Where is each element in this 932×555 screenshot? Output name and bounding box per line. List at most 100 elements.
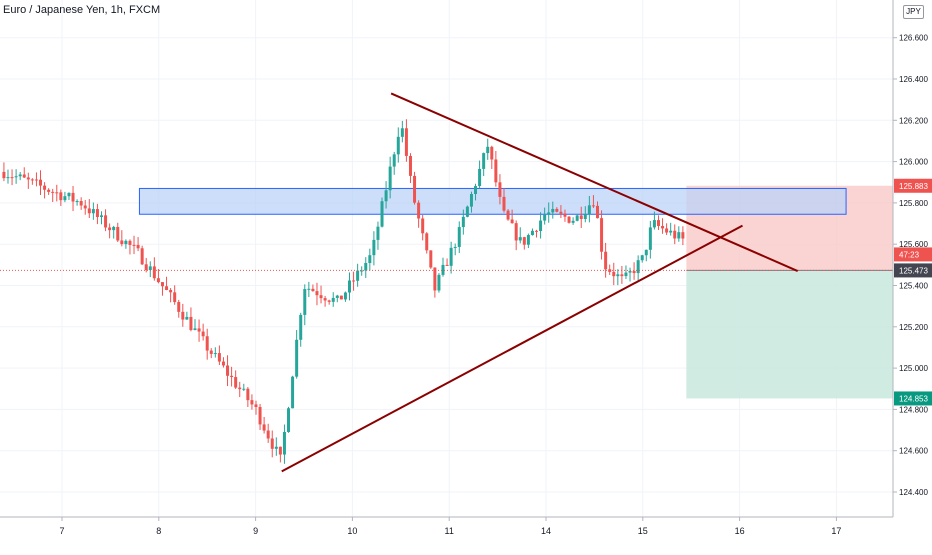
bear-candle[interactable] <box>79 197 83 210</box>
bull-candle[interactable] <box>518 227 522 244</box>
bull-candle[interactable] <box>486 138 490 160</box>
bear-candle[interactable] <box>234 370 238 389</box>
bear-candle[interactable] <box>417 200 421 228</box>
bull-candle[interactable] <box>242 383 246 392</box>
bear-candle[interactable] <box>238 381 242 398</box>
bear-candle[interactable] <box>604 242 608 278</box>
bull-candle[interactable] <box>478 160 482 189</box>
bear-candle[interactable] <box>339 295 343 300</box>
bear-candle[interactable] <box>160 282 164 296</box>
bear-candle[interactable] <box>522 236 526 250</box>
bear-candle[interactable] <box>632 262 636 280</box>
bear-candle[interactable] <box>421 214 425 241</box>
bull-candle[interactable] <box>547 202 551 223</box>
bull-candle[interactable] <box>380 197 384 228</box>
bull-candle[interactable] <box>295 330 299 379</box>
bear-candle[interactable] <box>433 267 437 298</box>
bull-candle[interactable] <box>63 191 67 203</box>
bull-candle[interactable] <box>335 294 339 303</box>
bear-candle[interactable] <box>612 262 616 286</box>
bear-candle[interactable] <box>498 174 502 205</box>
bear-candle[interactable] <box>681 226 685 246</box>
bull-candle[interactable] <box>453 243 457 256</box>
bull-candle[interactable] <box>213 347 217 358</box>
bull-candle[interactable] <box>18 172 22 181</box>
reward-area[interactable] <box>686 270 932 399</box>
bull-candle[interactable] <box>6 169 10 184</box>
bull-candle[interactable] <box>299 312 303 347</box>
bear-candle[interactable] <box>10 169 14 186</box>
bull-candle[interactable] <box>124 239 128 249</box>
bull-candle[interactable] <box>441 257 445 277</box>
bear-candle[interactable] <box>59 189 63 206</box>
bull-candle[interactable] <box>75 199 79 206</box>
bull-candle[interactable] <box>376 221 380 250</box>
bear-candle[interactable] <box>595 201 599 219</box>
bear-candle[interactable] <box>254 400 258 415</box>
bear-candle[interactable] <box>494 150 498 187</box>
bull-candle[interactable] <box>583 206 587 223</box>
stop-price-tag[interactable] <box>894 178 932 193</box>
bull-candle[interactable] <box>368 248 372 271</box>
bull-candle[interactable] <box>628 267 632 282</box>
bear-candle[interactable] <box>673 224 677 245</box>
descending-trendline[interactable] <box>390 92 799 272</box>
bear-candle[interactable] <box>246 387 250 407</box>
bull-candle[interactable] <box>392 151 396 175</box>
bear-candle[interactable] <box>591 195 595 208</box>
bear-candle[interactable] <box>579 206 583 228</box>
bull-candle[interactable] <box>539 212 543 239</box>
bear-candle[interactable] <box>201 323 205 341</box>
bull-candle[interactable] <box>274 437 278 456</box>
bear-candle[interactable] <box>567 216 571 224</box>
bear-candle[interactable] <box>51 188 55 203</box>
bear-candle[interactable] <box>205 328 209 360</box>
bull-candle[interactable] <box>530 228 534 236</box>
bear-candle[interactable] <box>165 276 169 291</box>
bull-candle[interactable] <box>91 202 95 220</box>
bear-candle[interactable] <box>116 222 120 243</box>
bull-candle[interactable] <box>636 255 640 282</box>
bull-candle[interactable] <box>482 152 486 177</box>
bull-candle[interactable] <box>474 183 478 201</box>
bear-candle[interactable] <box>169 288 173 303</box>
bull-candle[interactable] <box>465 205 469 218</box>
bull-candle[interactable] <box>449 241 453 274</box>
bear-candle[interactable] <box>26 172 30 189</box>
bull-candle[interactable] <box>303 284 307 326</box>
bear-candle[interactable] <box>87 199 91 218</box>
bear-candle[interactable] <box>250 394 254 410</box>
bear-candle[interactable] <box>352 271 356 291</box>
bear-candle[interactable] <box>230 366 234 387</box>
bear-candle[interactable] <box>413 171 417 205</box>
bull-candle[interactable] <box>616 269 620 286</box>
bull-candle[interactable] <box>347 272 351 301</box>
bear-candle[interactable] <box>555 207 559 213</box>
bull-candle[interactable] <box>640 254 644 263</box>
bull-candle[interactable] <box>396 127 400 163</box>
bear-candle[interactable] <box>600 210 604 260</box>
bear-candle[interactable] <box>136 237 140 252</box>
bull-candle[interactable] <box>457 221 461 254</box>
countdown-tag[interactable] <box>894 247 932 262</box>
bull-candle[interactable] <box>331 292 335 307</box>
bull-candle[interactable] <box>343 291 347 302</box>
supply-zone[interactable] <box>138 187 847 215</box>
bear-candle[interactable] <box>665 223 669 236</box>
bear-candle[interactable] <box>226 355 230 387</box>
bear-candle[interactable] <box>429 250 433 269</box>
bull-candle[interactable] <box>356 263 360 287</box>
bear-candle[interactable] <box>514 220 518 251</box>
bear-candle[interactable] <box>2 162 6 182</box>
bull-candle[interactable] <box>193 319 197 331</box>
bear-candle[interactable] <box>258 403 262 430</box>
bear-candle[interactable] <box>506 209 510 221</box>
bear-candle[interactable] <box>22 167 26 179</box>
bear-candle[interactable] <box>197 319 201 342</box>
bear-candle[interactable] <box>140 245 144 266</box>
bear-candle[interactable] <box>608 264 612 275</box>
bear-candle[interactable] <box>620 265 624 284</box>
bear-candle[interactable] <box>71 186 75 212</box>
